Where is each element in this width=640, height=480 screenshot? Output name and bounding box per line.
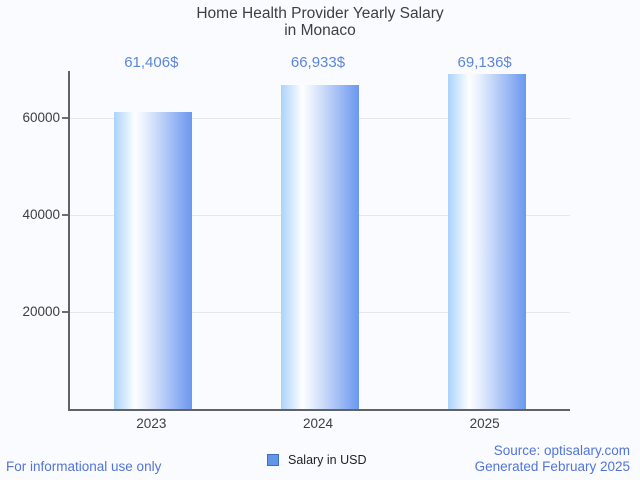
source-text: Source: optisalary.com [493, 443, 630, 458]
y-axis-label: 40000 [22, 207, 60, 223]
x-axis-label: 2024 [302, 416, 333, 431]
plot-area [62, 71, 570, 411]
y-axis-tick [62, 311, 68, 314]
generated-text: Generated February 2025 [474, 459, 630, 474]
disclaimer-text: For informational use only [6, 459, 162, 474]
y-axis-label: 20000 [22, 304, 60, 320]
x-axis-label: 2023 [136, 416, 167, 431]
x-axis-label: 2025 [469, 416, 500, 431]
y-axis-tick [62, 214, 68, 217]
bar-value-label: 69,136$ [457, 54, 512, 71]
chart-title: Home Health Provider Yearly Salary in Mo… [0, 5, 640, 39]
bar-2023[interactable] [114, 111, 193, 409]
bar-value-label: 61,406$ [124, 54, 179, 71]
legend-label: Salary in USD [288, 453, 367, 467]
bar-2025[interactable] [447, 74, 526, 409]
source-info: Source: optisalary.com Generated Februar… [475, 443, 630, 475]
legend-swatch-icon [267, 454, 279, 466]
legend: Salary in USD [267, 453, 367, 467]
chart-title-line2: in Monaco [284, 22, 356, 39]
y-axis-tick [62, 117, 68, 120]
y-axis-label: 60000 [22, 110, 60, 126]
bar-2024[interactable] [281, 84, 359, 409]
chart-title-line1: Home Health Provider Yearly Salary [196, 5, 444, 22]
bar-value-label: 66,933$ [290, 54, 346, 71]
